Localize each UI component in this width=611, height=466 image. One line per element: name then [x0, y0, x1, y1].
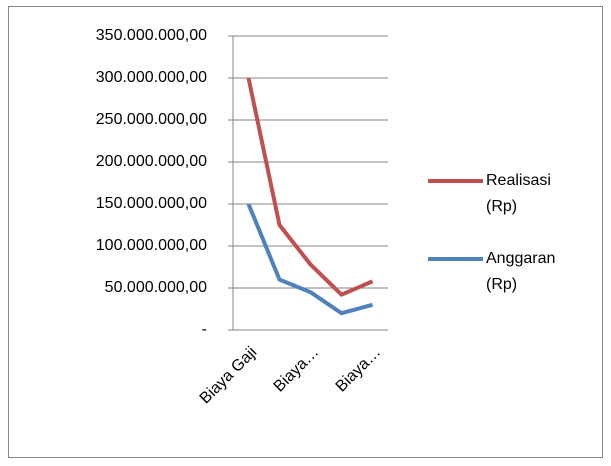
chart-border — [8, 6, 603, 458]
legend-label: Anggaran (Rp) — [486, 250, 556, 293]
y-tick-label: 350.000.000,00 — [96, 27, 207, 44]
y-tick-label: 200.000.000,00 — [96, 153, 207, 170]
series-line — [246, 77, 374, 297]
y-tick-label: - — [202, 321, 207, 338]
series-line — [246, 203, 374, 316]
y-tick-label: 150.000.000,00 — [96, 195, 207, 212]
y-tick-label: 50.000.000,00 — [105, 279, 207, 296]
y-tick-label: 100.000.000,00 — [96, 237, 207, 254]
y-tick-label: 300.000.000,00 — [96, 69, 207, 86]
y-tick-label: 250.000.000,00 — [96, 111, 207, 128]
legend-label: Realisasi (Rp) — [486, 172, 551, 215]
